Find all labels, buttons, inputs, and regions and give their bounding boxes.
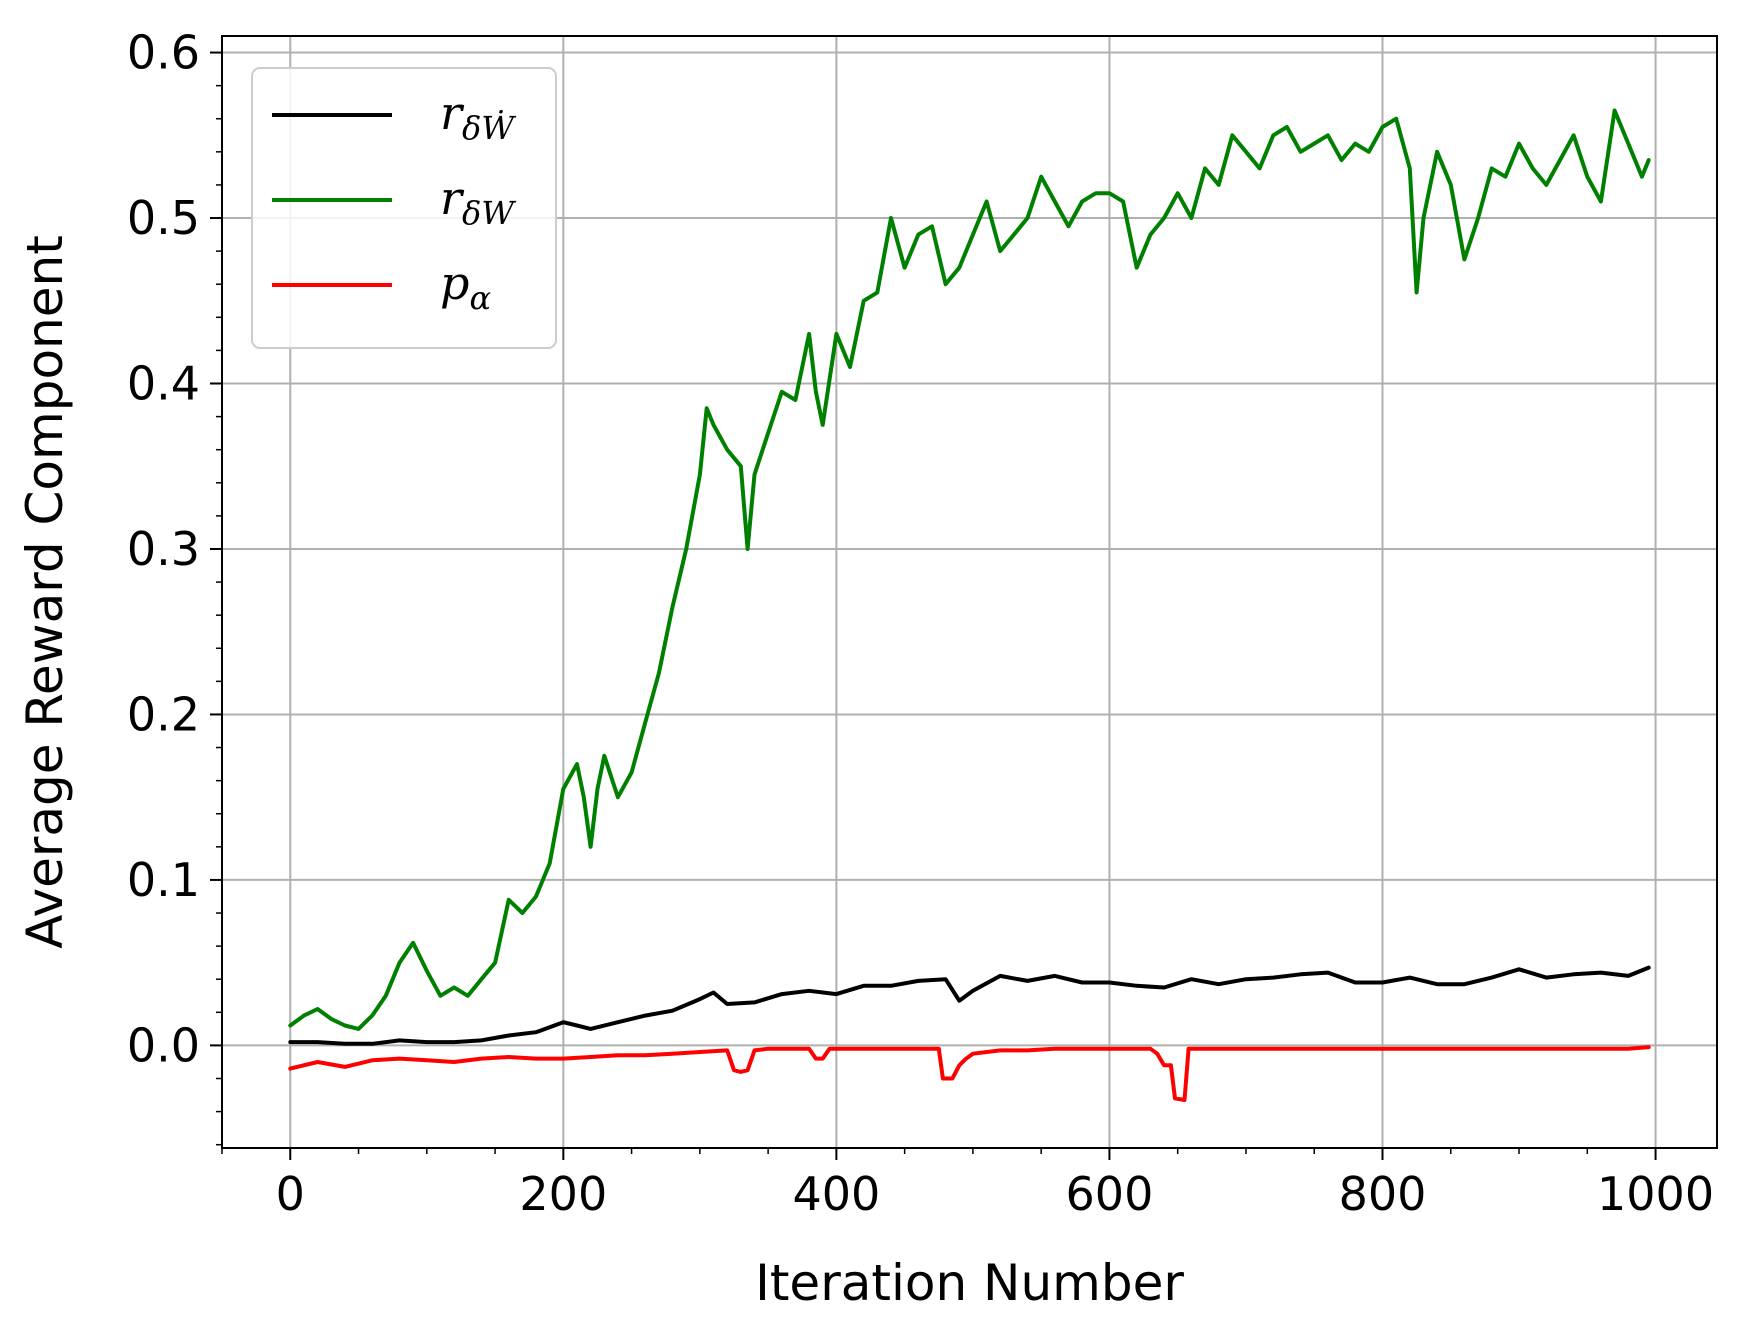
y-tick-label: 0.1	[127, 853, 200, 907]
y-axis-label: Average Reward Component	[16, 235, 74, 949]
series-line	[288, 965, 1651, 1046]
axis-ticks: 0 200 400 600 800 1000 0.0 0.1 0.2 0.3 0.4 0.5 0.6	[127, 26, 1714, 1221]
y-tick-label: 0.3	[127, 522, 200, 576]
x-tick-label: 600	[1066, 1167, 1154, 1221]
y-tick-label: 0.2	[127, 687, 200, 741]
legend-label: rδW	[440, 171, 517, 232]
y-tick-label: 0.4	[127, 357, 200, 411]
y-tick-label: 0.5	[127, 191, 200, 245]
x-axis-label: Iteration Number	[755, 1254, 1184, 1312]
series-line	[288, 108, 1651, 1031]
series-lines	[288, 108, 1651, 1102]
legend: rδẆ rδW pα	[251, 67, 557, 349]
plot-frame	[221, 35, 1718, 1149]
legend-label: pα	[440, 256, 491, 317]
legend-box	[251, 67, 557, 349]
x-tick-label: 400	[792, 1167, 880, 1221]
legend-label: rδẆ	[440, 86, 517, 147]
y-tick-label: 0.0	[127, 1018, 200, 1072]
series-line	[288, 1045, 1651, 1102]
x-tick-label: 0	[276, 1167, 305, 1221]
x-tick-label: 1000	[1597, 1167, 1714, 1221]
y-tick-label: 0.6	[127, 26, 200, 80]
x-tick-label: 200	[519, 1167, 607, 1221]
x-tick-label: 800	[1339, 1167, 1427, 1221]
